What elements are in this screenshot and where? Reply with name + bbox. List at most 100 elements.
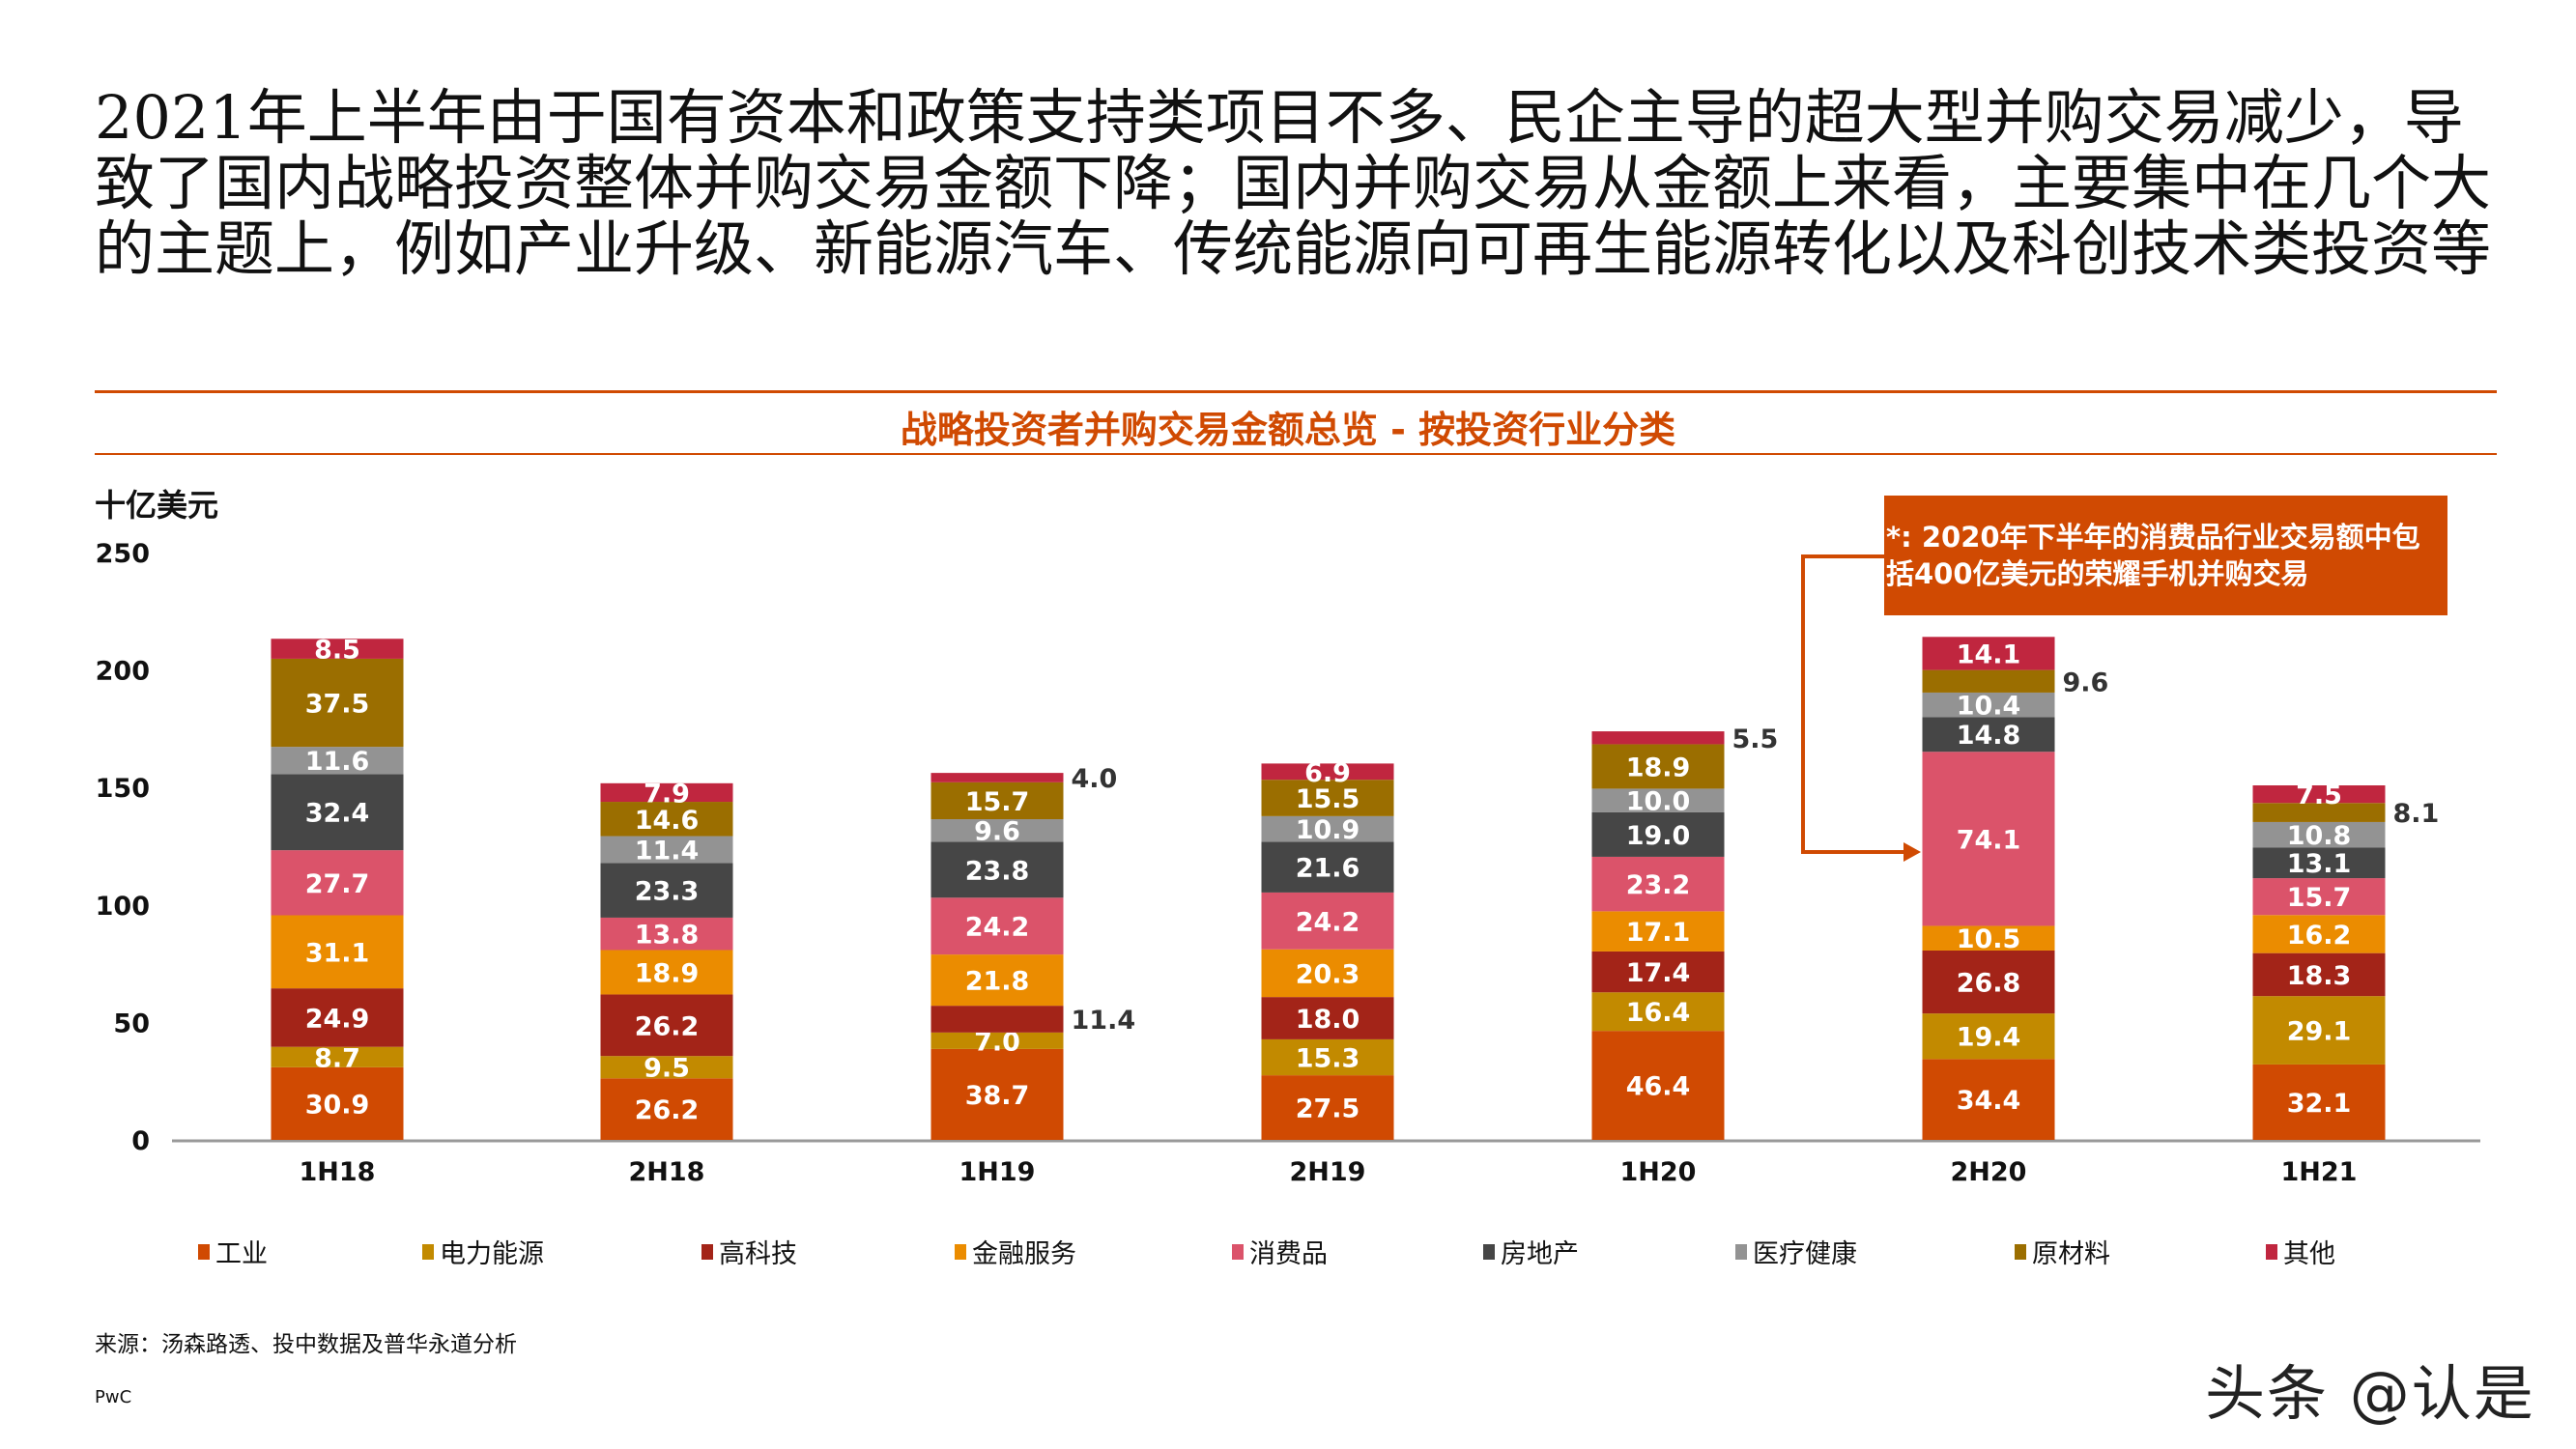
bar-segment bbox=[1922, 692, 2055, 718]
bar-segment bbox=[600, 1078, 733, 1140]
data-label: 18.0 bbox=[1296, 1005, 1360, 1035]
bar-segment bbox=[600, 802, 733, 837]
data-label: 19.0 bbox=[1626, 821, 1691, 851]
legend-item: 医疗健康 bbox=[1735, 1233, 1857, 1270]
bar-segment bbox=[2252, 952, 2386, 997]
data-label: 32.4 bbox=[305, 799, 370, 829]
legend-swatch bbox=[701, 1243, 713, 1260]
brand-label: PwC bbox=[95, 1387, 132, 1407]
data-label: 18.9 bbox=[1626, 753, 1691, 782]
data-label: 8.5 bbox=[314, 636, 360, 666]
data-label: 15.3 bbox=[1296, 1044, 1360, 1074]
bar-segment bbox=[1922, 1059, 2055, 1140]
legend-item: 金融服务 bbox=[955, 1233, 1076, 1270]
bar-segment bbox=[2252, 878, 2386, 916]
data-label: 27.5 bbox=[1296, 1094, 1360, 1124]
data-label: 7.9 bbox=[644, 779, 690, 809]
data-label: 34.4 bbox=[1957, 1086, 2021, 1116]
data-label: 24.9 bbox=[305, 1004, 370, 1034]
data-label: 11.4 bbox=[1072, 1006, 1136, 1036]
headline: 2021年上半年由于国有资本和政策支持类项目不多、民企主导的超大型并购交易减少，… bbox=[95, 82, 2492, 284]
bar-segment bbox=[1261, 997, 1394, 1039]
data-label: 18.3 bbox=[2287, 961, 2352, 991]
data-label: 11.4 bbox=[635, 836, 700, 866]
data-label: 6.9 bbox=[1304, 758, 1351, 788]
bar-segment bbox=[600, 1056, 733, 1079]
data-label: 37.5 bbox=[305, 690, 370, 720]
bar-segment bbox=[271, 747, 404, 775]
bar-segment bbox=[1261, 780, 1394, 816]
bar-segment bbox=[271, 850, 404, 916]
bar-segment bbox=[600, 950, 733, 995]
x-tick-label: 2H19 bbox=[1290, 1157, 1366, 1187]
y-tick-label: 150 bbox=[96, 774, 150, 804]
data-label: 18.9 bbox=[635, 958, 700, 988]
title-rule-bottom bbox=[95, 453, 2497, 455]
bar-segment bbox=[1591, 992, 1725, 1032]
data-label: 26.2 bbox=[635, 1095, 700, 1125]
data-label: 10.5 bbox=[1957, 924, 2021, 954]
data-label: 24.2 bbox=[965, 913, 1030, 943]
data-label: 27.7 bbox=[305, 869, 370, 899]
data-label: 10.9 bbox=[1296, 815, 1360, 845]
data-label: 21.8 bbox=[965, 967, 1030, 997]
x-tick-label: 1H20 bbox=[1620, 1157, 1697, 1187]
bar-segment bbox=[930, 1048, 1064, 1140]
data-label: 23.2 bbox=[1626, 870, 1691, 900]
data-label: 20.3 bbox=[1296, 959, 1360, 989]
data-label: 21.6 bbox=[1296, 854, 1360, 884]
legend-label: 医疗健康 bbox=[1753, 1239, 1857, 1269]
bar-segment bbox=[271, 1046, 404, 1067]
data-label: 74.1 bbox=[1957, 825, 2021, 855]
bar-segment bbox=[2252, 996, 2386, 1065]
data-label: 10.8 bbox=[2287, 821, 2352, 851]
bar-segment bbox=[1922, 925, 2055, 951]
bar-segment bbox=[1591, 744, 1725, 789]
x-tick-label: 2H20 bbox=[1951, 1157, 2027, 1187]
bar-segment bbox=[930, 1006, 1064, 1033]
bar-segment bbox=[1591, 856, 1725, 912]
chart-title: 战略投资者并购交易金额总览 - 按投资行业分类 bbox=[900, 409, 1676, 451]
data-label: 29.1 bbox=[2287, 1017, 2352, 1047]
x-tick-label: 2H18 bbox=[629, 1157, 705, 1187]
data-label: 14.1 bbox=[1957, 639, 2021, 669]
bar-segment bbox=[271, 988, 404, 1047]
data-label: 16.2 bbox=[2287, 921, 2352, 951]
legend-item: 房地产 bbox=[1483, 1233, 1579, 1270]
bar-segment bbox=[1922, 637, 2055, 670]
data-label: 7.5 bbox=[2296, 781, 2342, 810]
data-label: 24.2 bbox=[1296, 907, 1360, 937]
bar-segment bbox=[930, 781, 1064, 820]
data-label: 8.7 bbox=[314, 1043, 360, 1073]
data-label: 9.6 bbox=[974, 817, 1020, 847]
data-label: 32.1 bbox=[2287, 1089, 2352, 1119]
legend-item: 原材料 bbox=[2015, 1233, 2110, 1270]
data-label: 17.4 bbox=[1626, 958, 1691, 988]
arrow-head-icon bbox=[1903, 842, 1921, 862]
legend-label: 原材料 bbox=[2032, 1239, 2110, 1269]
data-label: 30.9 bbox=[305, 1090, 370, 1120]
legend-label: 其他 bbox=[2283, 1239, 2335, 1269]
legend-swatch bbox=[2015, 1243, 2026, 1260]
data-label: 15.7 bbox=[2287, 883, 2352, 913]
bar-segment bbox=[2252, 915, 2386, 953]
legend-swatch bbox=[2266, 1243, 2277, 1260]
bar-segment bbox=[271, 915, 404, 989]
data-label: 5.5 bbox=[1732, 724, 1779, 754]
y-tick-label: 0 bbox=[131, 1126, 150, 1156]
data-label: 26.2 bbox=[635, 1011, 700, 1041]
bar-segment bbox=[600, 917, 733, 951]
bar-segment bbox=[1591, 788, 1725, 812]
bar-segment bbox=[1591, 911, 1725, 952]
data-label: 16.4 bbox=[1626, 998, 1691, 1028]
bar-segment bbox=[1261, 1075, 1394, 1140]
title-rule-top bbox=[95, 390, 2497, 393]
data-label: 31.1 bbox=[305, 938, 370, 968]
legend-item: 消费品 bbox=[1232, 1233, 1328, 1270]
legend-label: 工业 bbox=[215, 1239, 268, 1269]
bar-segment bbox=[930, 897, 1064, 955]
bar-segment bbox=[271, 774, 404, 851]
bar-segment bbox=[2252, 785, 2386, 804]
bar-segment bbox=[930, 819, 1064, 842]
